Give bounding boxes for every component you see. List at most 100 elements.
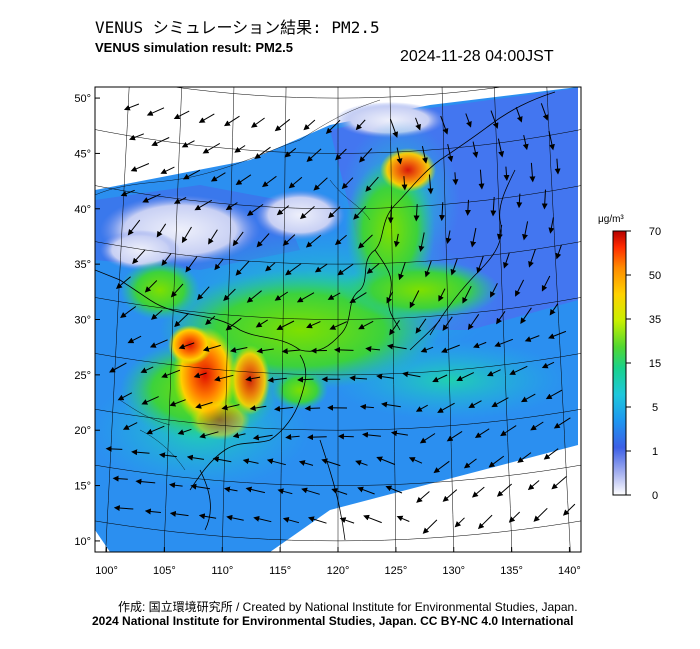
colorbar-scale xyxy=(612,230,627,496)
wind-arrow xyxy=(314,263,328,273)
wind-vectors xyxy=(105,103,576,534)
wind-arrow xyxy=(439,202,446,222)
wind-arrow xyxy=(249,405,267,411)
wind-arrow xyxy=(140,366,154,373)
wind-arrow xyxy=(471,486,485,498)
wind-arrow xyxy=(235,174,252,186)
wind-arrow xyxy=(462,285,472,304)
wind-arrow xyxy=(548,330,567,339)
wind-arrow xyxy=(250,117,265,128)
wind-arrow xyxy=(472,141,479,159)
wind-arrow xyxy=(144,508,161,515)
wind-arrow xyxy=(545,389,563,400)
wind-arrow xyxy=(490,110,499,129)
wind-arrow xyxy=(331,488,348,495)
wind-arrow xyxy=(415,117,421,131)
wind-arrow xyxy=(508,511,521,523)
wind-arrow xyxy=(186,454,205,461)
wind-arrow xyxy=(156,223,167,238)
wind-arrow xyxy=(256,347,274,354)
wind-arrow xyxy=(530,421,544,431)
wind-arrow xyxy=(409,290,420,309)
wind-arrow xyxy=(115,276,131,289)
wind-arrow xyxy=(151,137,170,146)
lat-tick-label: 25° xyxy=(74,370,91,382)
wind-arrow xyxy=(181,140,195,148)
copyright-line: 2024 National Institute for Environmenta… xyxy=(92,614,574,628)
wind-arrow xyxy=(246,290,262,303)
wind-arrow xyxy=(515,107,523,123)
wind-arrow xyxy=(113,505,134,512)
parallel-line xyxy=(95,520,581,542)
wind-arrow xyxy=(339,517,355,524)
wind-arrow xyxy=(486,369,501,377)
lon-tick-label: 100° xyxy=(95,565,118,577)
wind-arrow xyxy=(185,256,198,273)
wind-arrow xyxy=(446,430,463,442)
wind-arrow xyxy=(359,403,374,410)
parallel-line xyxy=(95,353,581,376)
wind-arrow xyxy=(276,320,295,330)
wind-arrow xyxy=(362,431,381,438)
wind-arrow xyxy=(396,515,410,522)
wind-arrow xyxy=(303,119,316,131)
wind-arrow xyxy=(132,249,146,265)
wind-arrow xyxy=(174,313,189,328)
wind-arrow xyxy=(478,169,485,190)
wind-arrow xyxy=(328,206,341,219)
wind-arrow xyxy=(386,291,394,304)
pm25-colorbar: μg/m³ 70 50 35 15 5 1 0 xyxy=(598,214,661,502)
wind-arrow xyxy=(553,417,571,429)
wind-arrow xyxy=(223,288,236,302)
lat-tick-label: 45° xyxy=(74,148,91,160)
colorbar-tick-label: 15 xyxy=(649,358,661,370)
wind-arrow xyxy=(274,405,294,412)
wind-arrow xyxy=(554,158,561,175)
wind-arrow xyxy=(282,516,300,524)
wind-arrow xyxy=(214,374,234,382)
wind-arrow xyxy=(385,485,403,494)
lat-tick-label: 35° xyxy=(74,259,91,271)
wind-arrow xyxy=(520,307,532,324)
wind-arrow xyxy=(242,458,259,465)
wind-arrow xyxy=(105,445,123,452)
wind-arrow xyxy=(193,372,207,379)
wind-arrow xyxy=(527,480,540,491)
lon-tick-label: 140° xyxy=(558,565,581,577)
wind-arrow xyxy=(528,249,536,268)
wind-arrow xyxy=(169,399,186,407)
parallel-line xyxy=(95,241,581,265)
wind-arrow xyxy=(562,503,576,516)
wind-arrow xyxy=(267,376,287,383)
wind-arrow xyxy=(335,148,347,161)
wind-arrow xyxy=(223,486,238,493)
parallel-line xyxy=(95,464,581,486)
wind-arrow xyxy=(463,458,477,469)
wind-arrow xyxy=(540,103,549,121)
wind-arrow xyxy=(159,452,177,459)
wind-arrow xyxy=(161,253,172,266)
colorbar-tick-label: 70 xyxy=(649,226,661,238)
wind-arrow xyxy=(341,177,354,190)
wind-arrow xyxy=(173,197,187,204)
wind-arrow xyxy=(296,292,315,303)
wind-arrow xyxy=(396,147,403,165)
lat-tick-label: 30° xyxy=(74,315,91,327)
wind-arrow xyxy=(389,320,400,336)
wind-arrow xyxy=(365,346,381,352)
wind-arrow xyxy=(468,400,482,408)
wind-arrow xyxy=(149,339,168,348)
wind-arrow xyxy=(181,226,192,244)
wind-arrow xyxy=(476,255,484,274)
wind-arrow xyxy=(555,244,562,260)
wind-arrow xyxy=(359,148,373,163)
wind-arrow xyxy=(437,402,455,413)
wind-arrow xyxy=(517,452,532,463)
wind-arrow xyxy=(450,258,458,276)
wind-arrow xyxy=(235,260,250,276)
wind-arrow xyxy=(195,401,213,409)
wind-arrow xyxy=(398,262,406,281)
wind-arrow xyxy=(408,457,423,464)
wind-arrow xyxy=(146,107,165,116)
wind-arrow xyxy=(447,143,454,163)
